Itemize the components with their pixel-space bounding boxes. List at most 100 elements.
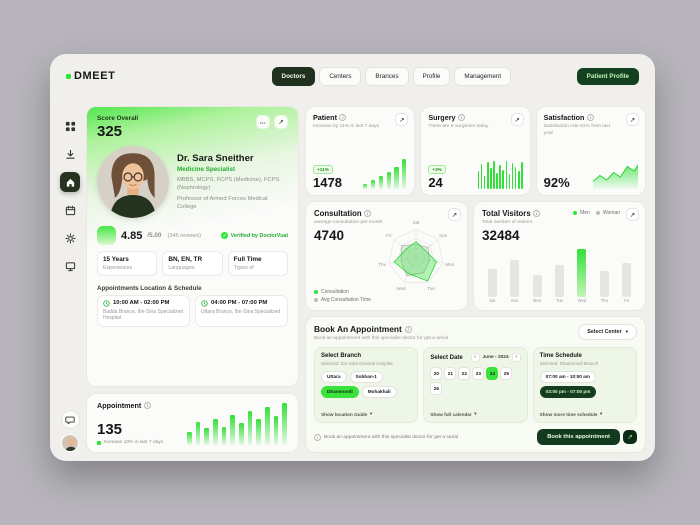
time-chip[interactable]: 07:00 am - 10:00 am	[539, 370, 596, 383]
book-appointment-button[interactable]: Book this appointment	[537, 429, 620, 445]
surgery-title: Surgery	[428, 113, 456, 122]
chart-bar-column	[229, 401, 236, 445]
date-chip[interactable]: 22	[458, 367, 471, 380]
user-avatar[interactable]	[61, 434, 79, 452]
schedule-time: 10:00 AM - 02:00 PM	[113, 300, 170, 306]
schedule-time: 04:00 PM - 07:00 PM	[211, 300, 268, 306]
nav-tab-centers[interactable]: Centers	[319, 66, 362, 86]
settings-icon[interactable]	[60, 228, 80, 248]
show-more-time-link[interactable]: Show more time schedule ▾	[540, 408, 630, 417]
book-arrow-icon[interactable]: ↗	[623, 430, 637, 444]
expand-arrow-icon[interactable]: ↗	[395, 113, 409, 126]
prev-month-icon[interactable]: ‹	[470, 353, 480, 362]
patient-subtitle: Increase by 11% in last 7 days	[313, 124, 379, 129]
rating-scale: /5.00	[147, 232, 162, 239]
tag-experience: 15 Years Experiences	[97, 251, 158, 276]
date-chip[interactable]: 26	[430, 382, 443, 395]
date-chips: 20 21 22 23 24 25 26	[430, 367, 520, 395]
chart-bar	[511, 162, 514, 189]
chart-bar	[212, 418, 218, 445]
expand-arrow-icon[interactable]: ↗	[448, 208, 461, 221]
apps-icon[interactable]	[60, 116, 80, 136]
info-icon: i	[339, 114, 347, 121]
chart-bar-column	[247, 401, 254, 445]
patient-title: Patient	[313, 113, 337, 122]
middle-row: Consultation i ↗ average consultation pe…	[305, 201, 646, 311]
brand-name: DMEET	[74, 70, 116, 82]
select-center-dropdown[interactable]: Select Center ▾	[578, 324, 637, 340]
booking-title: Book An Appointment	[314, 324, 402, 334]
visitors-legend: Men Woman	[573, 210, 620, 216]
expand-arrow-icon[interactable]: ↗	[510, 113, 524, 126]
tag-languages: BN, EN, TR Languages	[162, 251, 223, 276]
doctor-name: Dr. Sara Sneither	[177, 152, 254, 164]
appointment-title: Appointment	[97, 401, 142, 410]
home-icon[interactable]	[60, 172, 80, 192]
more-options-icon[interactable]: •••	[256, 115, 270, 129]
surgery-value: 24	[428, 175, 443, 190]
chart-bar-column	[480, 159, 483, 189]
branch-chip[interactable]: Sobhan-1	[349, 370, 383, 383]
chart-bar	[363, 183, 368, 189]
chart-bar	[282, 403, 288, 445]
expand-arrow-icon[interactable]: ↗	[625, 113, 639, 126]
chart-bar	[483, 175, 486, 189]
chart-bar-column	[496, 159, 498, 189]
monitor-icon[interactable]	[60, 256, 80, 276]
consultation-value: 4740	[314, 228, 345, 244]
branch-chip[interactable]: Mohakhali	[361, 385, 397, 398]
info-icon: i	[143, 402, 151, 409]
next-month-icon[interactable]: ›	[511, 353, 521, 362]
chart-bar-column	[186, 401, 193, 445]
branch-chip[interactable]: Uttara	[321, 370, 347, 383]
area-fill	[592, 165, 638, 189]
area-line	[592, 164, 638, 182]
date-chip[interactable]: 21	[444, 367, 457, 380]
surgery-stat-card: Surgery i ↗ There are 8 surgeries today …	[420, 106, 531, 196]
link-label: Show full calendar	[430, 412, 472, 417]
schedule-card[interactable]: 04:00 PM - 07:00 PM Uttara Brance, Ibn-S…	[195, 294, 288, 327]
rating-row: 4.85 /5.00 (345 reviews) ✓ Verified by D…	[87, 221, 298, 248]
appointment-value: 135	[97, 421, 123, 438]
chart-bar	[487, 268, 497, 297]
chart-bar	[514, 166, 517, 189]
chart-bar-column	[511, 159, 514, 189]
consultation-legend: Consultation Avg Consultation Time	[314, 289, 459, 303]
surgery-subtitle: There are 8 surgeries today	[428, 124, 489, 129]
nav-tab-management[interactable]: Management	[454, 66, 512, 86]
expand-arrow-icon[interactable]: ↗	[626, 208, 639, 221]
calendar-icon[interactable]	[60, 200, 80, 220]
chevron-down-icon: ▾	[369, 411, 373, 417]
time-chip[interactable]: 03:00 pm - 07:00 pm	[539, 385, 597, 398]
booking-card: Book An Appointment i Book an appointmen…	[305, 316, 646, 453]
chevron-down-icon: ▾	[625, 328, 628, 334]
chart-bar-column: Wed	[574, 249, 590, 303]
expand-arrow-icon[interactable]: ↗	[274, 115, 288, 129]
schedule-card[interactable]: 10:00 AM - 02:00 PM Badda Brance, Ibn-Si…	[97, 294, 190, 327]
chart-bar	[247, 410, 253, 445]
consultation-subtitle: average consultation per month	[314, 220, 383, 225]
date-chip[interactable]: 20	[430, 367, 443, 380]
doctor-photo	[97, 146, 169, 218]
info-icon: i	[404, 325, 412, 333]
chart-bar-column	[517, 159, 520, 189]
show-full-calendar-link[interactable]: Show full calendar ▾	[430, 408, 520, 417]
chart-bar-column	[195, 401, 202, 445]
chart-bar-column	[264, 401, 271, 445]
satisfaction-area-chart	[592, 164, 638, 189]
nav-tab-doctors[interactable]: Doctors	[271, 66, 316, 86]
branch-chip[interactable]: Dhanmondi	[321, 385, 359, 398]
nav-tab-brances[interactable]: Brances	[365, 66, 409, 86]
date-chip[interactable]: 23	[472, 367, 485, 380]
clock-icon	[103, 299, 110, 307]
download-icon[interactable]	[60, 144, 80, 164]
show-location-guide-link[interactable]: Show location Guide ▾	[321, 408, 411, 417]
chat-icon[interactable]	[60, 410, 80, 429]
date-chip[interactable]: 25	[500, 367, 513, 380]
doctor-specialty: Medicine Specialist	[177, 165, 236, 173]
branch-selected-note: Selected: Ibn-Sina General Hospital	[321, 360, 393, 366]
surgery-bar-chart	[477, 159, 523, 189]
date-chip[interactable]: 24	[486, 367, 499, 380]
nav-tab-profile[interactable]: Profile	[412, 66, 451, 86]
patient-profile-button[interactable]: Patient Profile	[576, 67, 639, 85]
